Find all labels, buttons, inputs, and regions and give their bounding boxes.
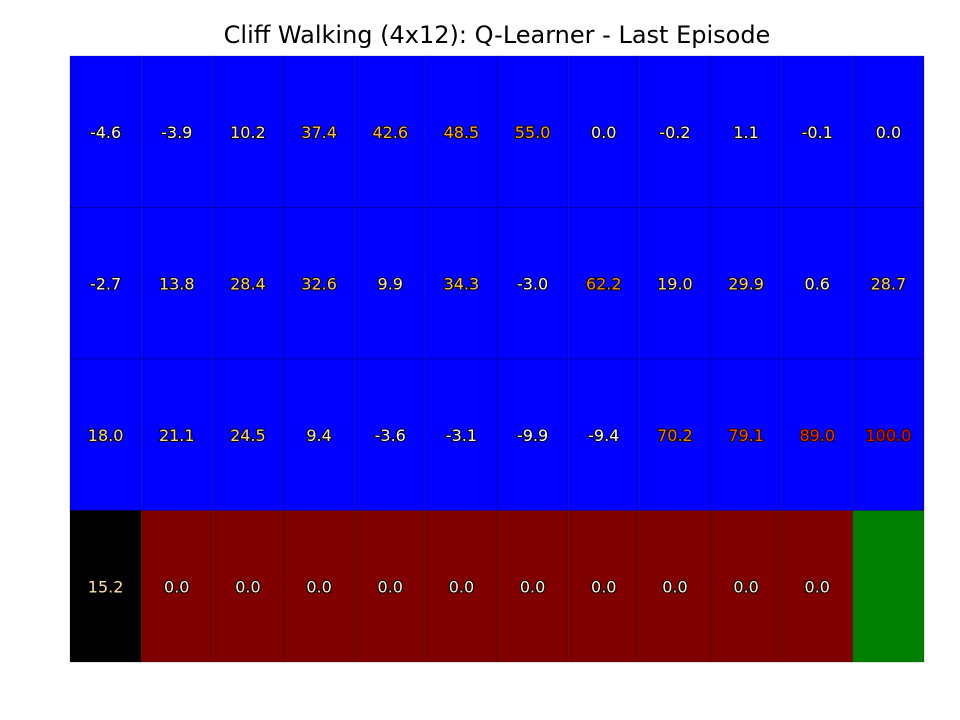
cell-value-label: -0.2 — [659, 123, 690, 142]
heatmap-cell-cliff-r3-c1 — [140, 510, 213, 663]
cell-value-label: 0.0 — [876, 123, 901, 142]
cell-value-label: 10.2 — [230, 123, 266, 142]
cell-value-label: 0.0 — [520, 577, 545, 596]
cell-value-label: 0.0 — [235, 577, 260, 596]
cell-value-label: 28.4 — [230, 274, 266, 293]
heatmap-cell-start-r3-c0 — [69, 510, 142, 663]
cell-value-label: 21.1 — [159, 426, 195, 445]
heatmap-cell-open-r2-c6 — [496, 358, 569, 511]
heatmap-cell-open-r1-c9 — [710, 207, 783, 360]
heatmap-cell-open-r0-c11 — [852, 55, 925, 208]
cell-value-label: 24.5 — [230, 426, 266, 445]
chart-title: Cliff Walking (4x12): Q-Learner - Last E… — [224, 21, 771, 49]
cell-value-label: 79.1 — [728, 426, 764, 445]
cell-value-label: 0.0 — [378, 577, 403, 596]
heatmap-cell-open-r2-c0 — [69, 358, 142, 511]
heatmap-grid: -4.6 -3.9 10.2 37.4 42.6 48.5 55.0 0.0 -0.2 1.1 -0… — [69, 55, 925, 663]
cell-value-label: -2.7 — [90, 274, 121, 293]
heatmap-cell-cliff-r3-c9 — [710, 510, 783, 663]
heatmap-cell-open-r1-c8 — [638, 207, 711, 360]
heatmap-cell-cliff-r3-c8 — [638, 510, 711, 663]
cell-value-label: 37.4 — [301, 123, 337, 142]
cell-value-label: -3.6 — [375, 426, 406, 445]
heatmap-cell-open-r1-c6 — [496, 207, 569, 360]
cell-value-label: 13.8 — [159, 274, 195, 293]
heatmap-cell-open-r1-c3 — [283, 207, 356, 360]
heatmap-cell-open-r0-c1 — [140, 55, 213, 208]
cell-value-label: 0.0 — [164, 577, 189, 596]
cell-value-label: 32.6 — [301, 274, 337, 293]
cell-value-label: -0.1 — [802, 123, 833, 142]
heatmap-cell-open-r0-c0 — [69, 55, 142, 208]
heatmap-cell-open-r1-c5 — [425, 207, 498, 360]
cell-value-label: 55.0 — [515, 123, 551, 142]
heatmap-cell-open-r0-c9 — [710, 55, 783, 208]
cell-value-label: 29.9 — [728, 274, 764, 293]
cell-value-label: 42.6 — [372, 123, 408, 142]
heatmap-cell-open-r1-c2 — [211, 207, 284, 360]
heatmap-cell-open-r0-c2 — [211, 55, 284, 208]
cell-value-label: 19.0 — [657, 274, 693, 293]
cell-value-label: 9.4 — [306, 426, 331, 445]
heatmap-cell-open-r0-c3 — [283, 55, 356, 208]
cell-value-label: 0.0 — [306, 577, 331, 596]
heatmap-cell-open-r1-c1 — [140, 207, 213, 360]
cell-value-label: -3.1 — [446, 426, 477, 445]
cell-value-label: 0.6 — [805, 274, 830, 293]
cell-value-label: 1.1 — [733, 123, 758, 142]
heatmap-cell-cliff-r3-c2 — [211, 510, 284, 663]
cell-value-label: 0.0 — [733, 577, 758, 596]
heatmap-cell-open-r0-c7 — [567, 55, 640, 208]
cell-value-label: 100.0 — [866, 426, 912, 445]
heatmap-cell-open-r0-c4 — [354, 55, 427, 208]
cell-value-label: 15.2 — [88, 577, 124, 596]
heatmap-cell-goal-r3-c11 — [852, 510, 925, 663]
heatmap-cell-cliff-r3-c4 — [354, 510, 427, 663]
cell-value-label: -3.0 — [517, 274, 548, 293]
heatmap-cell-open-r1-c11 — [852, 207, 925, 360]
heatmap-cell-open-r1-c4 — [354, 207, 427, 360]
cell-value-label: 62.2 — [586, 274, 622, 293]
cell-value-label: 89.0 — [799, 426, 835, 445]
cell-value-label: 0.0 — [805, 577, 830, 596]
cell-value-label: 28.7 — [871, 274, 907, 293]
cell-value-label: 48.5 — [444, 123, 480, 142]
cell-value-label: 0.0 — [449, 577, 474, 596]
heatmap-cell-open-r2-c11 — [852, 358, 925, 511]
heatmap-cell-open-r2-c3 — [283, 358, 356, 511]
heatmap-cell-cliff-r3-c6 — [496, 510, 569, 663]
heatmap-cell-open-r1-c7 — [567, 207, 640, 360]
cell-value-label: 0.0 — [662, 577, 687, 596]
heatmap-cell-open-r2-c4 — [354, 358, 427, 511]
heatmap-cell-cliff-r3-c3 — [283, 510, 356, 663]
cell-value-label: 34.3 — [444, 274, 480, 293]
cell-value-label: 9.9 — [378, 274, 403, 293]
cell-value-label: -4.6 — [90, 123, 121, 142]
cell-value-label: 70.2 — [657, 426, 693, 445]
heatmap-cell-open-r1-c10 — [781, 207, 854, 360]
heatmap-cell-cliff-r3-c5 — [425, 510, 498, 663]
heatmap-cell-cliff-r3-c10 — [781, 510, 854, 663]
heatmap-cell-open-r2-c2 — [211, 358, 284, 511]
cell-value-label: 0.0 — [591, 123, 616, 142]
cell-value-label: 0.0 — [591, 577, 616, 596]
heatmap-cell-open-r2-c10 — [781, 358, 854, 511]
cell-value-label: 18.0 — [88, 426, 124, 445]
cell-value-label: -3.9 — [161, 123, 192, 142]
heatmap-cell-open-r1-c0 — [69, 207, 142, 360]
cell-value-label: -9.9 — [517, 426, 548, 445]
cell-value-label: -9.4 — [588, 426, 619, 445]
heatmap-cell-open-r0-c5 — [425, 55, 498, 208]
